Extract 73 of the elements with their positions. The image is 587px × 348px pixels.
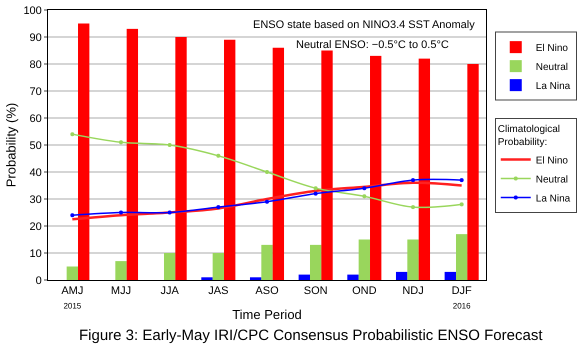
x-axis-title: Time Period xyxy=(232,307,302,322)
y-tick-label: 10 xyxy=(30,248,42,260)
bar xyxy=(272,48,284,280)
point xyxy=(70,132,74,136)
point xyxy=(119,140,123,144)
bar xyxy=(175,37,187,280)
point xyxy=(265,200,269,204)
bar xyxy=(467,64,479,280)
point xyxy=(216,154,220,158)
x-tick-label: NDJ xyxy=(402,285,424,298)
point xyxy=(168,210,172,214)
bar xyxy=(78,24,90,280)
point xyxy=(362,194,366,198)
point xyxy=(70,213,74,218)
bar xyxy=(298,274,310,280)
bar xyxy=(407,240,419,280)
x-tick-label: DJF 2016 xyxy=(452,285,472,310)
bar xyxy=(321,50,333,280)
bar xyxy=(347,274,359,280)
point xyxy=(168,143,172,147)
bar xyxy=(418,58,430,280)
y-tick-label: 80 xyxy=(30,58,42,71)
bar xyxy=(66,266,78,280)
bar xyxy=(444,272,456,280)
point xyxy=(411,178,415,182)
legend-label: La Nina xyxy=(536,193,571,204)
bar xyxy=(456,234,468,280)
bar xyxy=(310,244,322,280)
point xyxy=(411,205,415,210)
legend-label: Neutral xyxy=(536,62,568,73)
bar xyxy=(358,240,370,280)
y-tick-label: 40 xyxy=(30,166,42,179)
bar xyxy=(164,253,176,280)
x-tick-label: ASO xyxy=(255,285,280,298)
y-axis-title: Probability (%) xyxy=(3,102,18,188)
annotation: ENSO state based on NINO3.4 SST Anomaly xyxy=(253,19,476,31)
bar xyxy=(115,261,127,280)
y-tick-label: 90 xyxy=(30,32,42,44)
legend-label: Neutral xyxy=(536,174,568,186)
x-tick-label: SON xyxy=(304,285,328,298)
legend-label: El Nino xyxy=(536,43,568,54)
bar xyxy=(224,40,236,280)
y-tick-label: 60 xyxy=(30,112,42,125)
point xyxy=(460,202,464,206)
x-tick-label: AMJ 2015 xyxy=(61,285,84,310)
annotation: Neutral ENSO: −0.5°C to 0.5°C xyxy=(296,39,449,51)
bar xyxy=(370,56,382,280)
y-tick-label: 100 xyxy=(23,4,42,17)
legend-title: Climatological Probability: xyxy=(498,124,560,148)
y-tick-label: 50 xyxy=(30,140,42,152)
bar xyxy=(126,28,138,280)
x-tick-label: JAS xyxy=(208,285,228,298)
bar xyxy=(250,277,262,280)
x-tick-label: JJA xyxy=(160,285,180,298)
legend-label: La Nina xyxy=(536,81,571,92)
legend-label: El Nino xyxy=(536,155,568,166)
point xyxy=(362,186,366,190)
y-tick-label: 30 xyxy=(30,194,42,206)
bar xyxy=(212,253,224,280)
x-tick-label: MJJ xyxy=(110,285,132,298)
bar xyxy=(261,244,273,280)
point xyxy=(119,210,123,214)
y-tick-label: 70 xyxy=(30,86,42,98)
y-tick-label: 20 xyxy=(30,220,42,233)
point xyxy=(314,192,318,196)
point xyxy=(314,186,318,190)
x-tick-label: OND xyxy=(352,285,377,298)
point xyxy=(460,178,464,182)
y-tick-label: 0 xyxy=(36,274,42,287)
point xyxy=(216,205,220,210)
point xyxy=(265,170,269,174)
bar xyxy=(396,272,408,280)
caption: Figure 3: Early-May IRI/CPC Consensus Probabilistic ENSO Forecast xyxy=(79,327,544,344)
